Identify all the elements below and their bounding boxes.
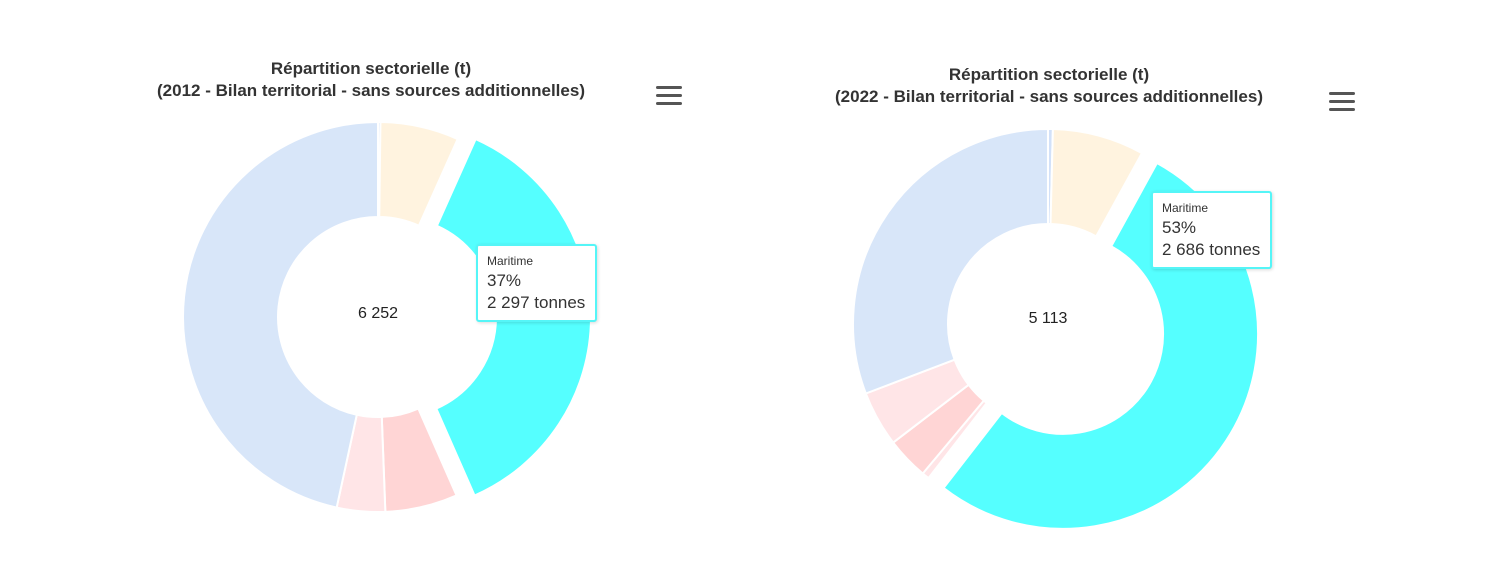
donut-center-total: 5 113 xyxy=(1029,310,1068,327)
tooltip-series-name: Maritime xyxy=(1162,201,1209,215)
donut-slice-sector-2[interactable] xyxy=(378,121,460,228)
donut-slice-sector-2[interactable] xyxy=(1049,128,1144,238)
tooltip-maritime: Maritime 53% 2 686 tonnes xyxy=(1151,191,1273,269)
donut-chart-2012: 6 252 xyxy=(182,120,592,513)
chart-title: Répartition sectorielle (t) (2022 - Bila… xyxy=(814,64,1284,108)
chart-title-text: Répartition sectorielle (t) xyxy=(948,65,1150,84)
tooltip-series-name: Maritime xyxy=(487,254,534,268)
hamburger-menu-icon[interactable] xyxy=(1329,92,1355,114)
chart-2012: 6 252 Répartition sectorielle (t) (2012 … xyxy=(136,58,682,513)
tooltip-percent: 37% xyxy=(487,271,522,290)
tooltip-percent: 53% xyxy=(1162,218,1197,237)
hamburger-menu-icon[interactable] xyxy=(656,86,682,108)
tooltip-value: 2 297 tonnes xyxy=(487,293,586,312)
donut-slice-sector-6[interactable] xyxy=(182,120,379,509)
chart-2022: 5 113 Répartition sectorielle (t) (2022 … xyxy=(750,0,1500,584)
chart-subtitle-text: (2022 - Bilan territorial - sans sources… xyxy=(835,87,1263,106)
chart-title: Répartition sectorielle (t) (2012 - Bila… xyxy=(136,58,606,102)
donut-slice-sector-7[interactable] xyxy=(852,127,1049,395)
donut-center-total: 6 252 xyxy=(358,305,398,322)
tooltip-maritime: Maritime 37% 2 297 tonnes xyxy=(476,244,598,322)
chart-subtitle-text: (2012 - Bilan territorial - sans sources… xyxy=(157,81,585,100)
tooltip-value: 2 686 tonnes xyxy=(1162,240,1261,259)
chart-title-text: Répartition sectorielle (t) xyxy=(270,59,472,78)
